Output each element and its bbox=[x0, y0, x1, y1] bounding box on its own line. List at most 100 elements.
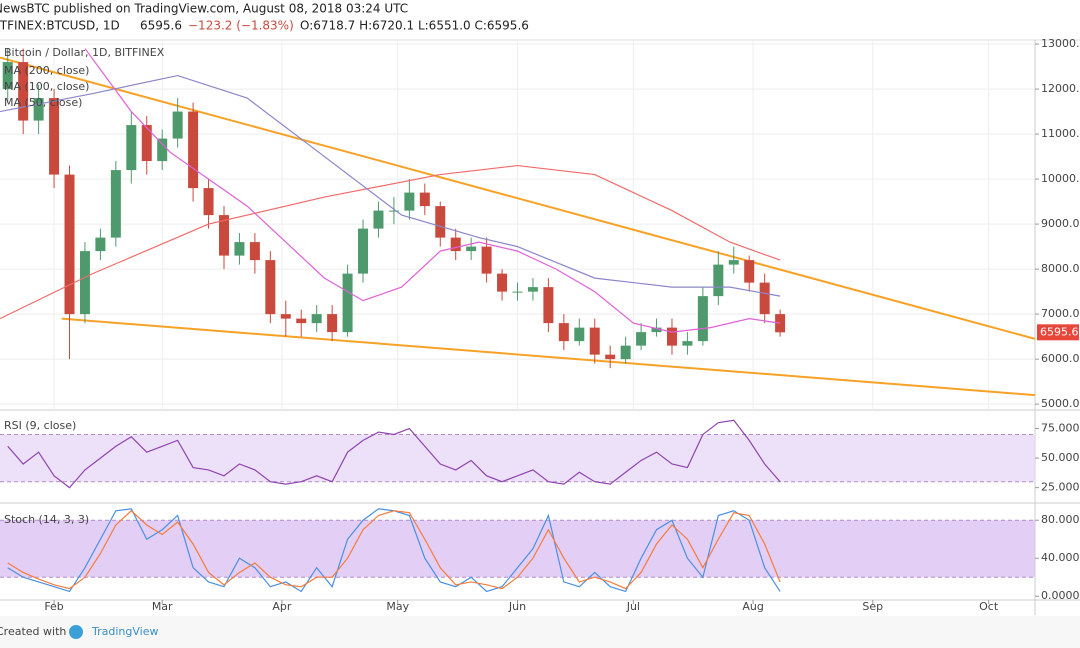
candle-body bbox=[404, 192, 415, 211]
y-tick-label: 8000.0 bbox=[1041, 262, 1080, 275]
y-tick-label: 25.0000 bbox=[1041, 481, 1080, 494]
candle-body bbox=[373, 210, 384, 229]
x-tick-label: Jun bbox=[508, 600, 526, 613]
candle-body bbox=[95, 237, 106, 252]
candle-body bbox=[466, 246, 477, 252]
ma-line bbox=[0, 164, 781, 320]
band bbox=[0, 434, 1035, 482]
candle-body bbox=[497, 273, 508, 292]
x-tick-label: Oct bbox=[979, 600, 999, 613]
x-tick-label: Sep bbox=[862, 600, 883, 613]
candle-body bbox=[775, 314, 786, 333]
candle-body bbox=[450, 237, 461, 252]
trendline bbox=[0, 56, 1036, 340]
pane-title: RSI (9, close) bbox=[4, 419, 76, 432]
x-tick-label: Feb bbox=[44, 600, 63, 613]
candle-body bbox=[589, 327, 600, 355]
candle-body bbox=[203, 188, 214, 216]
candle-body bbox=[2, 62, 13, 90]
candle-body bbox=[574, 327, 585, 342]
legend-entry: MA (200, close) bbox=[4, 64, 89, 77]
candle-body bbox=[666, 327, 677, 346]
last: 6595.6 bbox=[140, 19, 182, 33]
x-tick-label: Apr bbox=[272, 600, 292, 613]
candle-body bbox=[651, 327, 662, 333]
candle-body bbox=[33, 98, 44, 121]
candle-body bbox=[759, 282, 770, 315]
indicator-line bbox=[7, 419, 781, 489]
candle-body bbox=[296, 318, 307, 324]
y-tick-label: 50.0000 bbox=[1041, 451, 1080, 464]
candle-body bbox=[620, 345, 631, 360]
x-tick-label: Jul bbox=[626, 600, 640, 613]
candle-body bbox=[172, 111, 183, 139]
candle-body bbox=[697, 296, 708, 342]
x-tick-label: Aug bbox=[742, 600, 763, 613]
candle-body bbox=[327, 314, 338, 333]
candle-body bbox=[419, 192, 430, 207]
candle-body bbox=[605, 354, 616, 360]
candle-body bbox=[218, 215, 229, 256]
candle-body bbox=[126, 125, 137, 171]
pane-title: Bitcoin / Dollar, 1D, BITFINEX bbox=[4, 46, 165, 59]
candle-body bbox=[512, 291, 523, 293]
candle-body bbox=[713, 264, 724, 297]
candle-body bbox=[234, 242, 245, 256]
footer-created: Created with bbox=[0, 625, 66, 638]
y-tick-label: 7000.0 bbox=[1041, 307, 1080, 320]
y-tick-label: 5000.0 bbox=[1041, 397, 1080, 410]
footer-brand: TradingView bbox=[91, 625, 158, 638]
y-tick-label: 75.0000 bbox=[1041, 422, 1080, 435]
logo bbox=[69, 625, 83, 639]
candle-body bbox=[358, 228, 369, 274]
change: −123.2 (−1.83%) bbox=[188, 19, 294, 33]
candle-body bbox=[18, 62, 29, 121]
candle-body bbox=[249, 242, 260, 261]
ma-line bbox=[0, 74, 781, 297]
candle-body bbox=[744, 260, 755, 283]
y-tick-label: 10000.0 bbox=[1041, 172, 1080, 185]
pane-title: Stoch (14, 3, 3) bbox=[4, 513, 89, 526]
candle-body bbox=[543, 287, 554, 324]
footer-bar bbox=[0, 616, 1080, 648]
candle-body bbox=[342, 273, 353, 333]
y-tick-label: 40.0000 bbox=[1041, 551, 1080, 564]
candle-body bbox=[79, 251, 90, 315]
y-tick-label: 0.0000 bbox=[1041, 589, 1080, 602]
legend-entry: MA (50, close) bbox=[4, 96, 82, 109]
y-tick-label: 6000.0 bbox=[1041, 352, 1080, 365]
candle-body bbox=[388, 210, 399, 212]
trendline bbox=[61, 317, 1036, 397]
indicator-line bbox=[7, 509, 781, 590]
ohlc: O:6718.7 H:6720.1 L:6551.0 C:6595.6 bbox=[300, 19, 529, 33]
candle-body bbox=[636, 332, 647, 346]
candle-body bbox=[110, 170, 121, 238]
candle-body bbox=[481, 246, 492, 274]
candle-body bbox=[558, 323, 569, 342]
candle-body bbox=[280, 314, 291, 319]
y-tick-label: 13000.0 bbox=[1041, 37, 1080, 50]
candle-body bbox=[141, 125, 152, 162]
candle-body bbox=[435, 206, 446, 238]
symbol: BITFINEX:BTCUSD, 1D bbox=[0, 19, 120, 33]
y-tick-label: 9000.0 bbox=[1041, 217, 1080, 230]
candle-body bbox=[157, 138, 168, 162]
candle-body bbox=[188, 111, 199, 189]
candle-body bbox=[527, 287, 538, 292]
y-tick-label: 12000.0 bbox=[1041, 82, 1080, 95]
price-tag bbox=[1037, 324, 1079, 341]
x-tick-label: May bbox=[386, 600, 409, 613]
candle-body bbox=[64, 174, 75, 315]
x-tick-label: Mar bbox=[152, 600, 173, 613]
publish-line: NewsBTC published on TradingView.com, Au… bbox=[0, 2, 408, 16]
candle-body bbox=[311, 314, 322, 324]
ma-line bbox=[84, 48, 781, 333]
candle-body bbox=[265, 260, 276, 315]
candle-body bbox=[49, 98, 60, 175]
y-tick-label: 11000.0 bbox=[1041, 127, 1080, 140]
candle-body bbox=[728, 260, 739, 265]
candle-body bbox=[682, 341, 693, 346]
legend-entry: MA (100, close) bbox=[4, 80, 89, 93]
price-tag-label: 6595.6 bbox=[1040, 325, 1079, 338]
